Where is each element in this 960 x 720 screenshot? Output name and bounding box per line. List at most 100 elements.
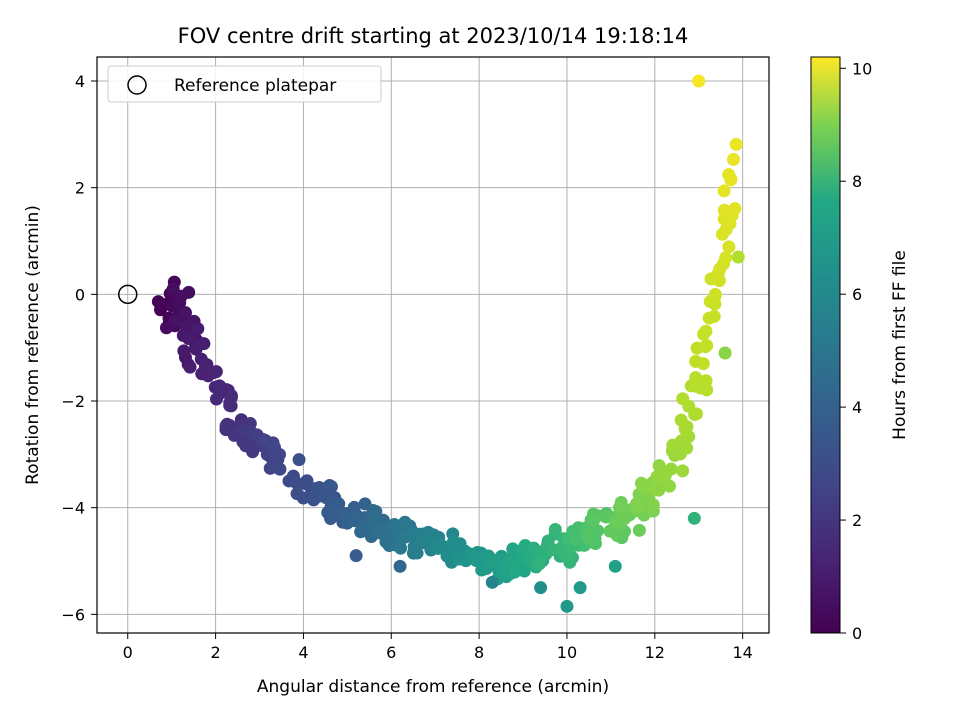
colorbar-tick-label: 2 — [852, 511, 862, 530]
data-point — [191, 322, 205, 336]
data-point — [398, 515, 412, 529]
x-tick-label: 12 — [645, 643, 665, 662]
data-point — [328, 505, 342, 519]
data-point — [707, 309, 721, 323]
data-point — [354, 525, 368, 539]
y-tick-label: −2 — [61, 392, 85, 411]
data-point — [687, 511, 701, 525]
data-point — [239, 439, 253, 453]
data-point — [728, 202, 742, 216]
data-point — [699, 374, 713, 388]
data-point — [257, 433, 271, 447]
data-point — [289, 476, 303, 490]
colorbar: 0 2 4 6 8 10 Hours from first FF file — [810, 56, 910, 643]
legend-label: Reference platepar — [174, 76, 336, 96]
data-point — [726, 152, 740, 166]
data-point — [394, 541, 408, 555]
data-point — [178, 306, 192, 320]
data-point — [151, 295, 165, 309]
x-tick-label: 8 — [474, 643, 484, 662]
data-point — [664, 462, 678, 476]
data-point — [573, 581, 587, 595]
reference-platepar-marker — [117, 284, 138, 305]
data-point — [292, 453, 306, 467]
data-point — [708, 290, 722, 304]
data-point — [209, 392, 223, 406]
colorbar-tick-label: 0 — [852, 624, 862, 643]
chart-title: FOV centre drift starting at 2023/10/14 … — [178, 24, 689, 48]
colorbar-tick-label: 6 — [852, 285, 862, 304]
y-tick-label: 4 — [75, 72, 85, 91]
data-point — [209, 365, 223, 379]
data-point — [582, 527, 596, 541]
data-point — [475, 563, 489, 577]
colorbar-tick-label: 10 — [852, 59, 872, 78]
data-point — [406, 546, 420, 560]
x-axis-ticks: 0 2 4 6 8 10 12 14 — [123, 633, 753, 662]
colorbar-tick-label: 4 — [852, 398, 862, 417]
y-tick-label: −4 — [61, 499, 85, 518]
data-point — [452, 552, 466, 566]
data-point — [349, 549, 363, 563]
data-point — [174, 289, 188, 303]
data-point — [674, 413, 688, 427]
data-point — [548, 523, 562, 537]
data-point — [689, 371, 703, 385]
data-point — [367, 511, 381, 525]
data-point — [351, 512, 365, 526]
data-point — [689, 407, 703, 421]
data-point — [177, 344, 191, 358]
data-point — [722, 240, 736, 254]
data-point — [608, 559, 622, 573]
x-tick-label: 4 — [298, 643, 308, 662]
x-tick-label: 0 — [123, 643, 133, 662]
data-point — [269, 460, 283, 474]
data-point — [696, 357, 710, 371]
data-point — [676, 392, 690, 406]
y-tick-label: −6 — [61, 605, 85, 624]
data-point — [676, 464, 690, 478]
data-point — [168, 314, 182, 328]
data-point — [431, 541, 445, 555]
data-point — [718, 346, 732, 360]
data-point — [719, 251, 733, 265]
data-point — [323, 479, 337, 493]
legend-marker — [127, 75, 147, 95]
data-point — [674, 434, 688, 448]
data-point — [662, 479, 676, 493]
x-tick-label: 6 — [386, 643, 396, 662]
data-point — [731, 250, 745, 264]
data-point — [446, 536, 460, 550]
data-point — [182, 332, 196, 346]
data-point — [197, 337, 211, 351]
data-point — [618, 511, 632, 525]
data-point — [632, 500, 646, 514]
data-point — [634, 476, 648, 490]
data-point — [393, 559, 407, 573]
data-point — [469, 554, 483, 568]
data-point — [183, 360, 197, 374]
colorbar-ticks: 0 2 4 6 8 10 — [840, 59, 872, 643]
colorbar-tick-label: 8 — [852, 172, 862, 191]
x-tick-label: 10 — [557, 643, 577, 662]
data-point — [568, 532, 582, 546]
data-point — [267, 440, 281, 454]
data-point — [646, 498, 660, 512]
y-axis-ticks: −6 −4 −2 0 2 4 — [61, 72, 97, 624]
data-point — [558, 547, 572, 561]
y-tick-label: 0 — [75, 285, 85, 304]
colorbar-label: Hours from first FF file — [890, 250, 910, 440]
data-point — [440, 549, 454, 563]
data-point — [612, 501, 626, 515]
colorbar-gradient — [810, 56, 841, 634]
data-point — [610, 529, 624, 543]
data-point — [699, 324, 713, 338]
data-point — [729, 137, 743, 151]
data-point — [296, 491, 310, 505]
data-point — [534, 581, 548, 595]
data-point — [224, 391, 238, 405]
data-point — [587, 513, 601, 527]
data-point — [560, 599, 574, 613]
data-point — [692, 74, 706, 88]
